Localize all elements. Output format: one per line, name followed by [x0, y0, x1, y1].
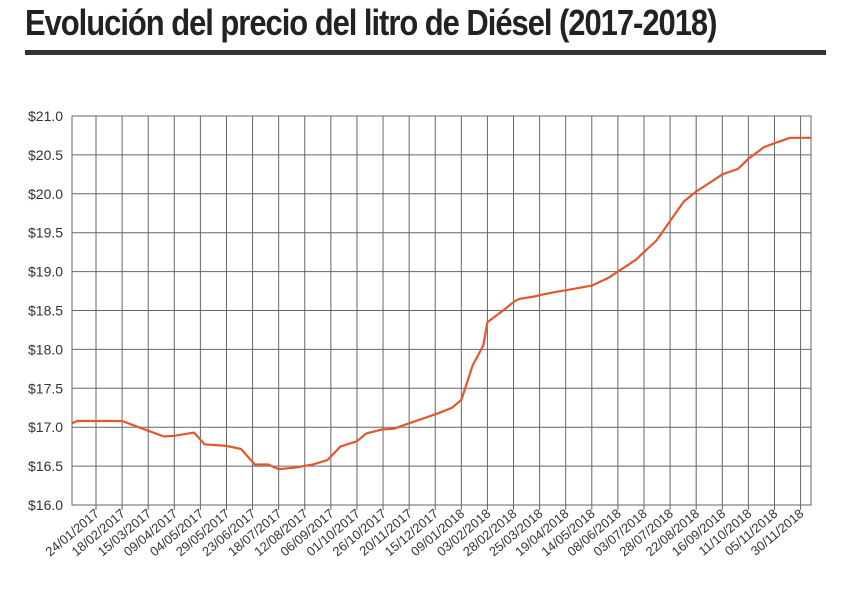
y-tick-label: $18.0: [28, 341, 63, 357]
y-tick-label: $17.5: [28, 380, 63, 396]
y-tick-label: $18.5: [28, 303, 63, 319]
y-tick-label: $20.0: [28, 186, 63, 202]
chart-title: Evolución del precio del litro de Diésel…: [25, 2, 717, 43]
grid: [71, 115, 812, 510]
y-tick-label: $21.0: [28, 108, 63, 124]
y-tick-label: $19.0: [28, 264, 63, 280]
series-line: [71, 136, 811, 471]
y-tick-label: $17.0: [28, 419, 63, 435]
y-tick-label: $16.5: [28, 458, 63, 474]
y-tick-label: $16.0: [28, 497, 63, 513]
y-axis: $16.0 $16.5 $17.0 $17.5 $18.0 $18.5 $19.0 $19.5…: [28, 108, 63, 513]
y-tick-label: $19.5: [28, 225, 63, 241]
title-rule: [25, 50, 826, 55]
x-axis: 24/01/201718/02/201715/03/201709/04/2017…: [42, 506, 806, 559]
y-tick-label: $20.5: [28, 147, 63, 163]
